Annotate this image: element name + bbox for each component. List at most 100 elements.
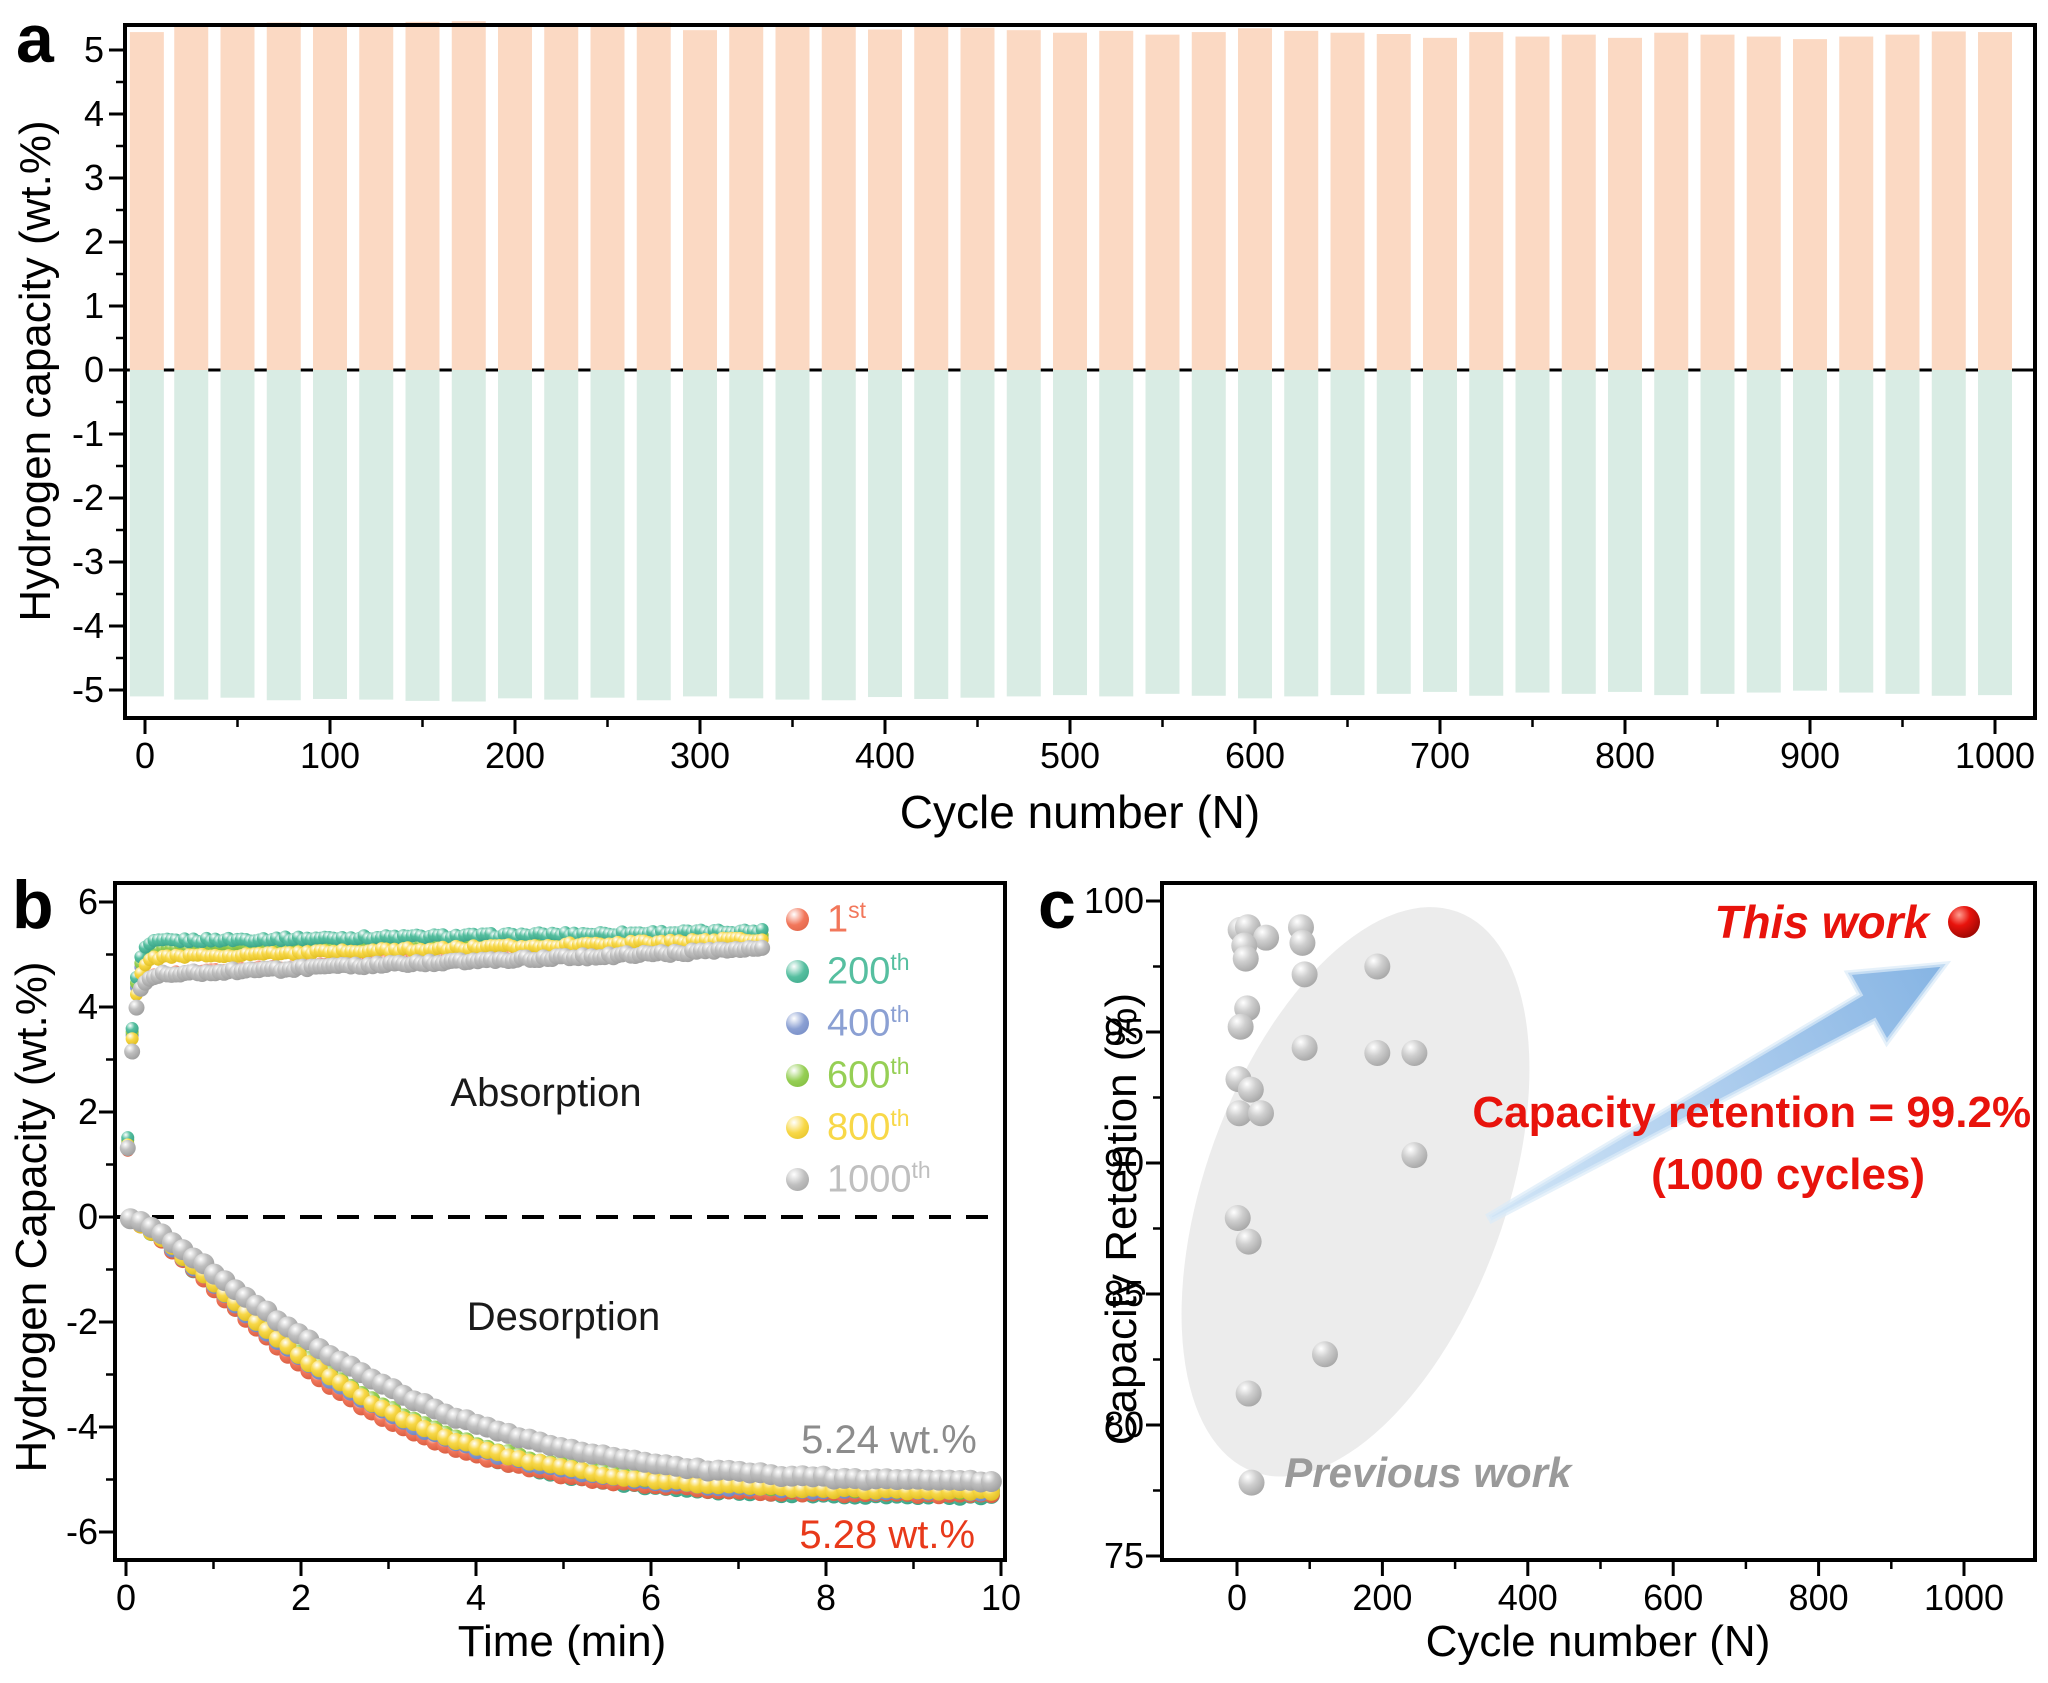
bar-desorption: [1469, 370, 1504, 696]
previous-work-point: [1401, 1039, 1428, 1066]
y-tick-label: -3: [72, 541, 104, 582]
panel-b-xlabel: Time (min): [457, 1617, 667, 1666]
y-tick-label: -5: [72, 669, 104, 710]
annotation-desorption: Desorption: [466, 1294, 661, 1339]
previous-work-point: [1364, 1039, 1391, 1066]
bar-desorption: [775, 370, 810, 700]
abs-curve-point-1000th: [128, 999, 145, 1016]
bar-desorption: [960, 370, 995, 698]
legend-marker-icon: [786, 959, 809, 983]
bar-desorption: [1145, 370, 1180, 694]
bar-desorption: [1053, 370, 1087, 696]
bar-absorption: [544, 23, 579, 371]
bar-absorption: [1469, 32, 1504, 371]
bar-absorption: [1238, 28, 1272, 371]
annotation-5-28-wt: 5.28 wt.%: [799, 1513, 976, 1558]
panel-a-xlabel: Cycle number (N): [899, 786, 1261, 838]
abs-curve-point-800th: [125, 1032, 139, 1046]
bar-absorption: [266, 22, 301, 370]
y-tick-label: 5: [84, 29, 104, 70]
y-tick-label: -4: [66, 1406, 98, 1447]
previous-work-point: [1237, 1076, 1264, 1103]
previous-work-point: [1235, 1228, 1262, 1255]
panel-a-letter: a: [16, 1, 54, 77]
bar-desorption: [683, 370, 717, 697]
legend-item-400th: 400th: [786, 997, 931, 1049]
bar-absorption: [129, 32, 164, 371]
bar-desorption: [405, 370, 440, 701]
legend-label: 600th: [827, 1052, 910, 1097]
y-tick-label: -1: [72, 413, 104, 454]
panel-a-ylabel: Hydrogen capacity (wt.%): [11, 120, 60, 622]
bar-absorption: [1839, 36, 1874, 371]
previous-work-point: [1235, 1380, 1262, 1407]
x-tick-label: 10: [981, 1577, 1021, 1618]
legend: 1st 200th 400th 600th 800th 1000th: [786, 893, 931, 1205]
bar-absorption: [220, 24, 255, 371]
trend-arrow-icon: [1485, 960, 1952, 1224]
bar-desorption: [1191, 370, 1226, 696]
bar-absorption: [1885, 34, 1920, 370]
bar-desorption: [129, 370, 164, 697]
bar-absorption: [313, 23, 347, 371]
bar-absorption: [775, 24, 810, 371]
bar-desorption: [1608, 370, 1642, 692]
bar-desorption: [636, 370, 671, 701]
bar-desorption: [590, 370, 625, 698]
this-work-point: [1948, 905, 1980, 938]
bar-absorption: [914, 25, 949, 371]
bar-desorption: [729, 370, 764, 699]
previous-work-point: [1227, 1013, 1254, 1040]
previous-work-point: [1224, 1205, 1251, 1232]
y-tick-label: 0: [84, 349, 104, 390]
abs-curve-point-200th: [755, 923, 769, 937]
legend-label: 400th: [827, 1000, 910, 1045]
bar-absorption: [1561, 34, 1596, 370]
bar-desorption: [821, 370, 856, 701]
legend-item-800th: 800th: [786, 1101, 931, 1153]
bar-desorption: [359, 370, 394, 700]
y-tick-label: 6: [78, 881, 98, 922]
legend-label: 1000th: [827, 1156, 931, 1201]
bar-absorption: [868, 29, 902, 371]
x-tick-label: 800: [1595, 735, 1655, 776]
bar-desorption: [1330, 370, 1365, 696]
bar-absorption: [821, 23, 856, 371]
bar-absorption: [1746, 36, 1781, 371]
annotation-1000-cycles: (1000 cycles): [1651, 1149, 1926, 1199]
bar-desorption: [1099, 370, 1134, 697]
x-tick-label: 2: [291, 1577, 311, 1618]
bar-absorption: [590, 26, 625, 371]
bar-desorption: [1238, 370, 1272, 699]
x-tick-label: 1000: [1955, 735, 2035, 776]
abs-curve-point-1000th: [119, 1140, 136, 1157]
bar-desorption: [1978, 370, 2012, 696]
y-tick-label: 75: [1104, 1535, 1144, 1576]
bar-absorption: [1423, 37, 1457, 371]
y-tick-label: 3: [84, 157, 104, 198]
x-tick-label: 200: [1352, 1577, 1412, 1618]
x-tick-label: 600: [1225, 735, 1285, 776]
bar-absorption: [174, 23, 209, 371]
previous-work-point: [1238, 1469, 1265, 1496]
bar-desorption: [868, 370, 902, 698]
abs-curve-point-1000th: [754, 939, 771, 956]
y-tick-label: -6: [66, 1511, 98, 1552]
abs-curve-point-200th: [125, 1022, 139, 1036]
x-tick-label: 400: [855, 735, 915, 776]
bar-desorption: [1515, 370, 1550, 693]
previous-work-point: [1311, 1341, 1338, 1368]
x-tick-label: 0: [116, 1577, 136, 1618]
bar-desorption: [1561, 370, 1596, 694]
bar-absorption: [1145, 34, 1180, 370]
legend-label: 1st: [827, 896, 867, 941]
legend-label: 800th: [827, 1104, 910, 1149]
abs-curve-point-1000th: [124, 1043, 141, 1060]
x-tick-label: 900: [1780, 735, 1840, 776]
bar-desorption: [1793, 370, 1827, 691]
bar-desorption: [1284, 370, 1319, 697]
x-tick-label: 300: [670, 735, 730, 776]
annotation-this-work: This work: [1714, 895, 1930, 948]
bar-absorption: [451, 21, 486, 370]
bar-desorption: [498, 370, 532, 699]
